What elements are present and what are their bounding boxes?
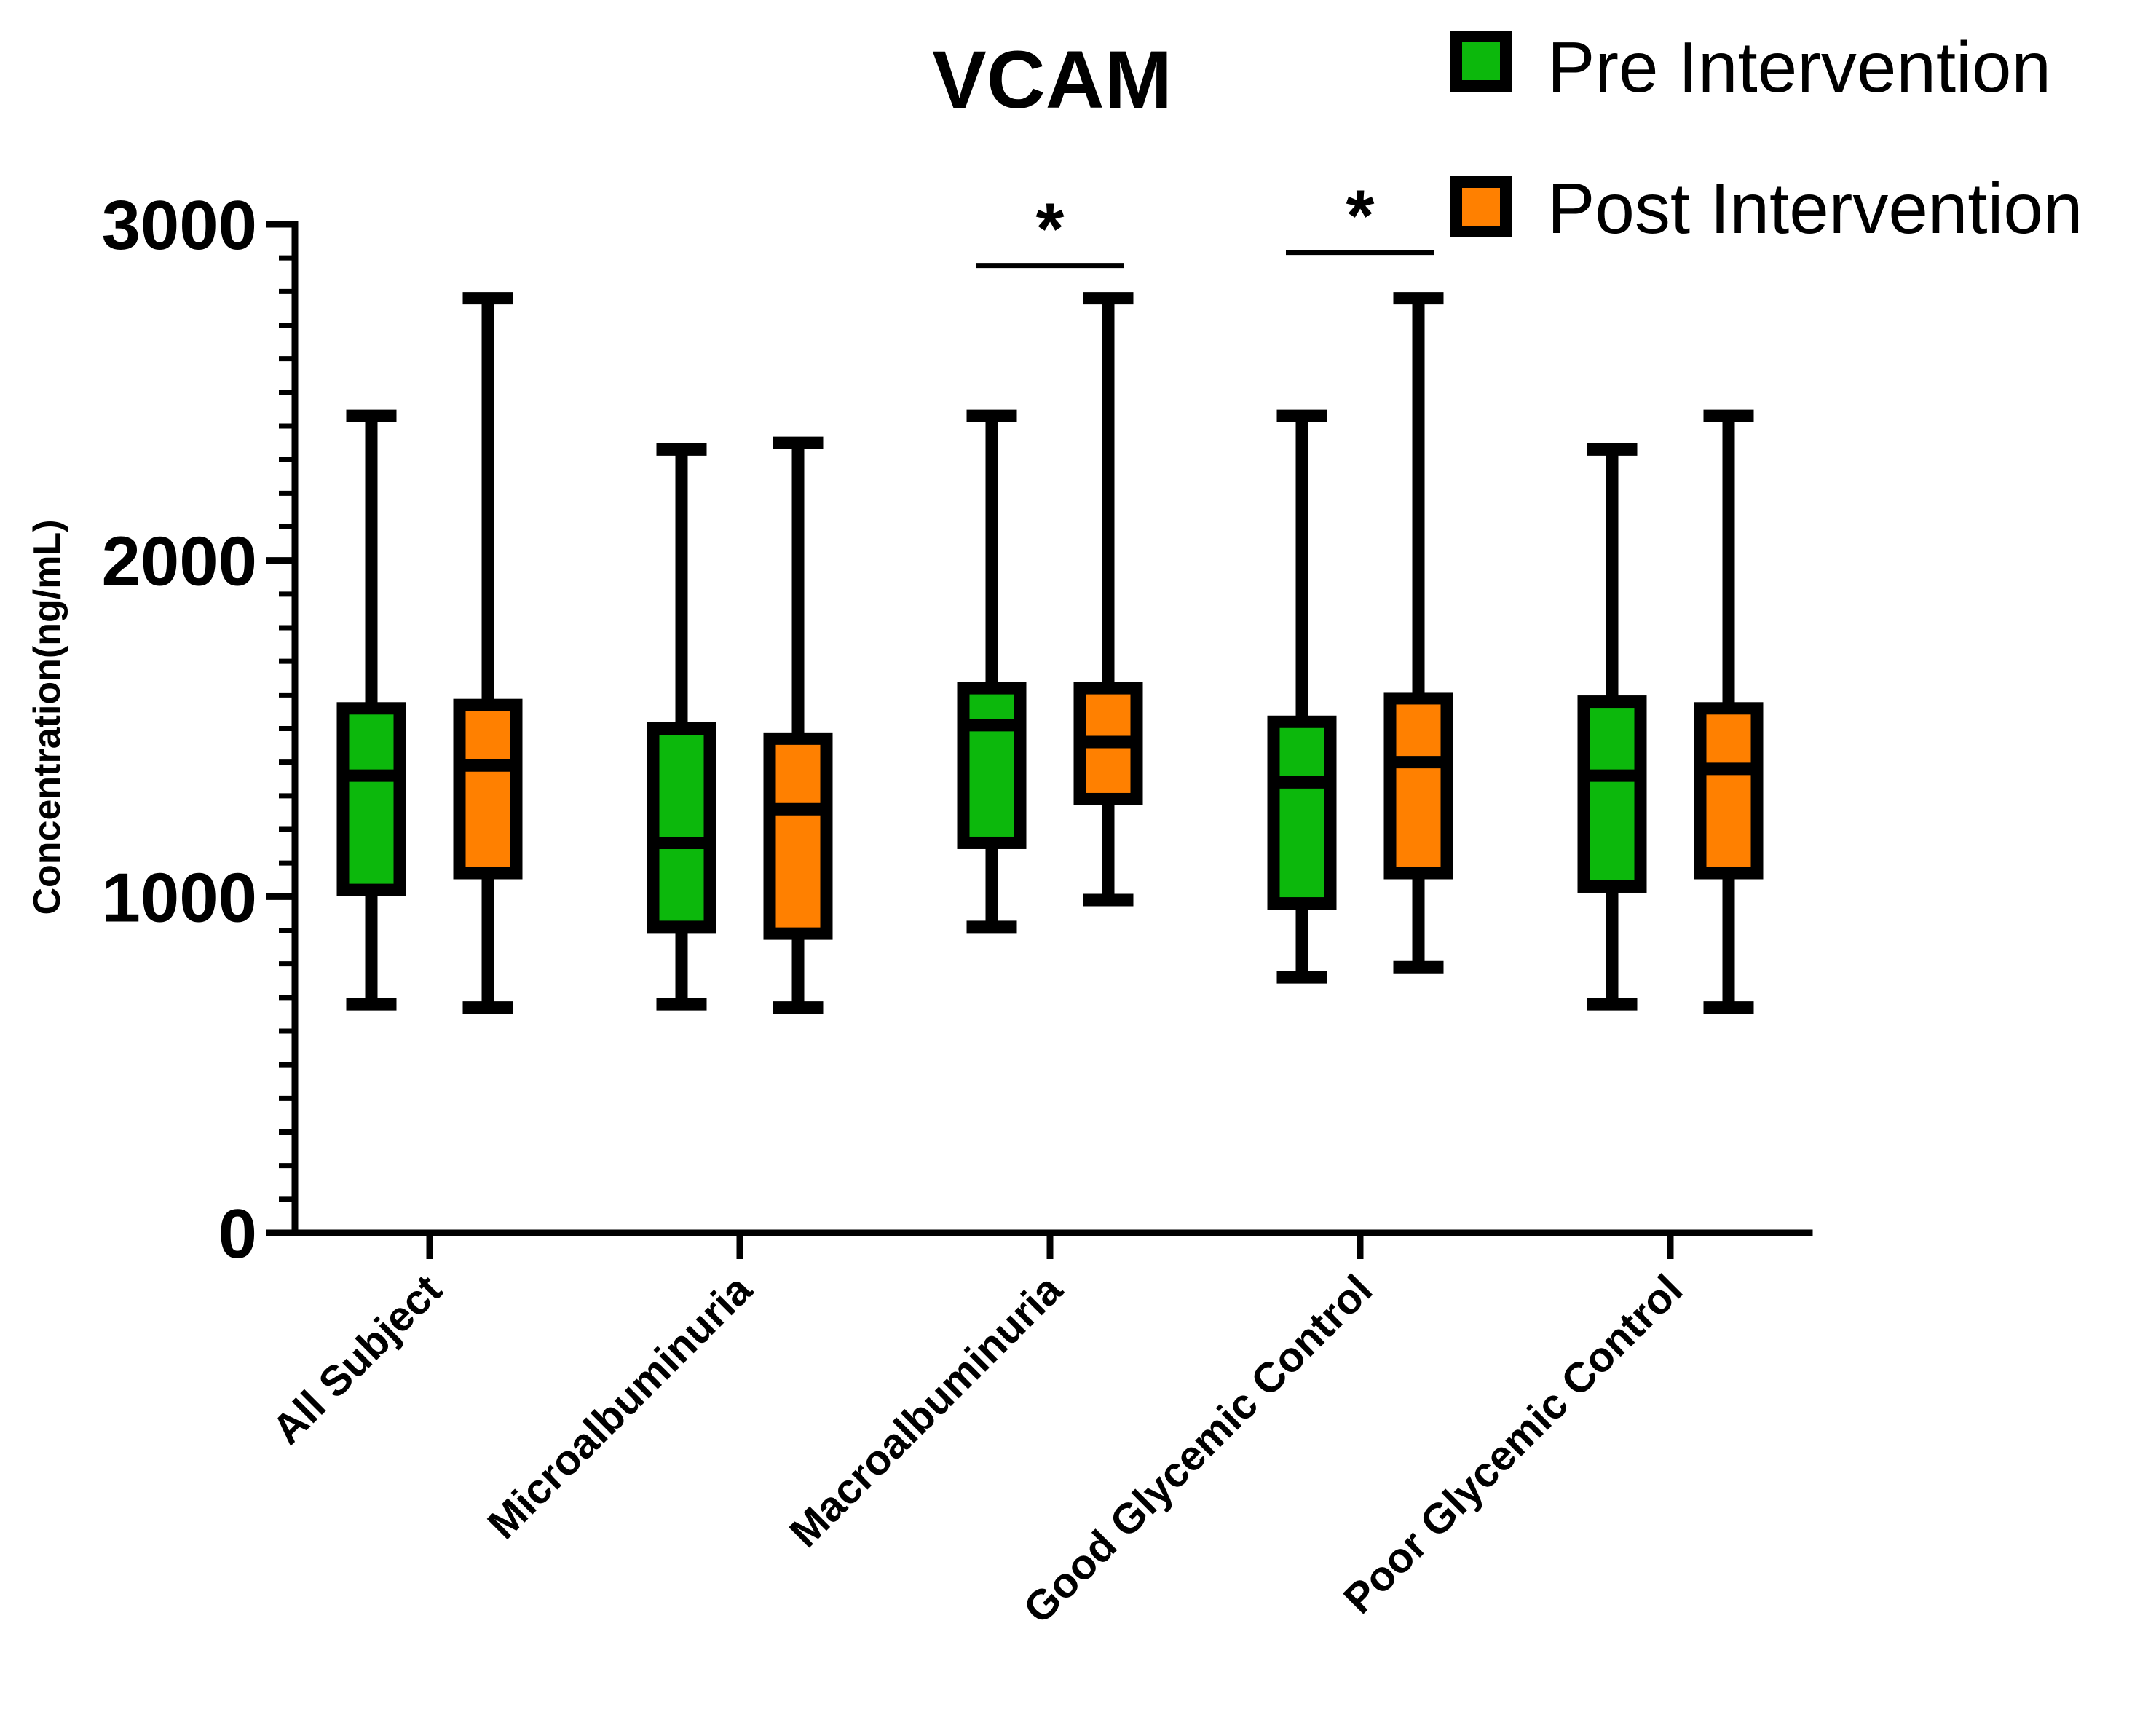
legend-swatch-pre: [1450, 31, 1512, 92]
x-tick-label: Poor Glycemic Control: [1335, 1266, 1691, 1622]
iqr-box: [1694, 702, 1764, 880]
iqr-box: [453, 698, 523, 880]
box-pre-4: [1267, 409, 1337, 984]
box-post-5: [1694, 409, 1764, 1014]
box-post-1: [453, 292, 523, 1014]
iqr-box: [763, 732, 833, 940]
x-tick-label: All Subject: [263, 1266, 451, 1453]
box-pre-1: [336, 409, 406, 1011]
y-tick-label: 1000: [101, 859, 257, 936]
y-tick-label: 0: [218, 1195, 257, 1273]
iqr-box: [336, 702, 406, 896]
box-pre-2: [647, 443, 716, 1011]
x-tick-label: Good Glycemic Control: [1014, 1266, 1381, 1633]
iqr-box: [647, 722, 716, 934]
box-pre-5: [1577, 443, 1647, 1011]
x-tick-label: Microalbuminuria: [478, 1266, 761, 1548]
significance-star: *: [1346, 175, 1375, 257]
x-tick-label: Macroalbuminuria: [781, 1266, 1072, 1557]
box-post-3: [1073, 292, 1143, 907]
legend-swatch-post: [1450, 176, 1512, 237]
axes: 0 1000 2000 3000 All Subject Microalbuminuria…: [101, 186, 1813, 1633]
iqr-box: [1383, 692, 1453, 880]
box-post-2: [763, 436, 833, 1014]
y-tick-label: 2000: [101, 523, 257, 601]
iqr-box: [1267, 715, 1337, 910]
iqr-box: [957, 682, 1027, 849]
legend: Pre Intervention Post Intervention: [1450, 27, 2082, 248]
iqr-box: [1577, 695, 1647, 893]
significance-star: *: [1036, 189, 1065, 270]
y-tick-label: 3000: [101, 186, 257, 264]
box-post-4: [1383, 292, 1453, 974]
legend-label-post: Post Intervention: [1547, 168, 2082, 248]
box-pre-3: [957, 409, 1027, 934]
chart-title: VCAM: [932, 34, 1172, 125]
y-axis-label: Concentration(ng/mL): [26, 519, 68, 915]
legend-label-pre: Pre Intervention: [1547, 27, 2051, 107]
significance-markers: * *: [976, 175, 1434, 270]
boxes: [336, 292, 1764, 1014]
